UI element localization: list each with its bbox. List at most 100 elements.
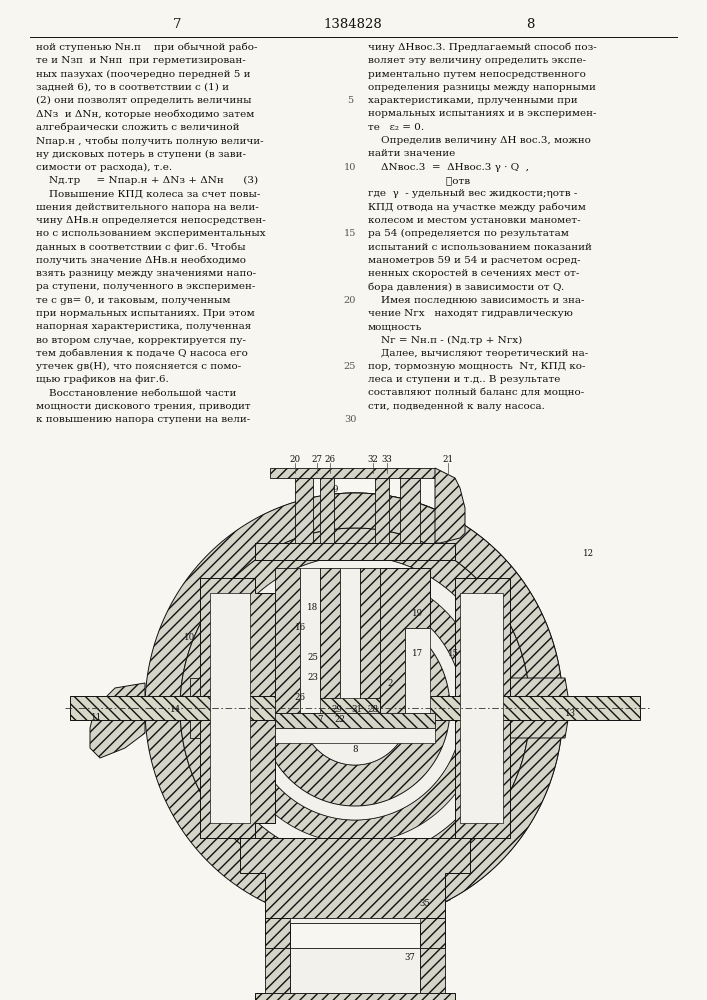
Text: нормальных испытаниях и в эксперимен-: нормальных испытаниях и в эксперимен-	[368, 109, 597, 118]
Text: симости от расхода), т.е.: симости от расхода), т.е.	[36, 163, 172, 172]
Text: 8: 8	[526, 18, 534, 31]
Text: тем добавления к подаче Q насоса его: тем добавления к подаче Q насоса его	[36, 349, 248, 358]
Polygon shape	[261, 493, 563, 923]
Text: составляют полный баланс для мощно-: составляют полный баланс для мощно-	[368, 389, 584, 398]
Text: 9: 9	[332, 486, 338, 494]
Polygon shape	[300, 568, 320, 713]
Polygon shape	[210, 593, 250, 823]
Text: 22: 22	[334, 716, 346, 724]
Text: 10: 10	[185, 634, 196, 643]
Text: 15: 15	[448, 648, 459, 658]
Text: где  γ  - удельный вес жидкости;ηотв -: где γ - удельный вес жидкости;ηотв -	[368, 189, 578, 198]
Text: 10: 10	[344, 163, 356, 172]
Polygon shape	[255, 543, 455, 560]
Polygon shape	[255, 993, 455, 1000]
Text: колесом и местом установки маномет-: колесом и местом установки маномет-	[368, 216, 580, 225]
Text: ну дисковых потерь в ступени (в зави-: ну дисковых потерь в ступени (в зави-	[36, 149, 246, 159]
Polygon shape	[455, 578, 510, 838]
Text: задней 6), то в соответствии с (1) и: задней 6), то в соответствии с (1) и	[36, 83, 229, 92]
Polygon shape	[145, 493, 450, 923]
Text: 18: 18	[308, 603, 319, 612]
Text: Повышение КПД колеса за счет повы-: Повышение КПД колеса за счет повы-	[36, 189, 260, 198]
Text: определения разницы между напорными: определения разницы между напорными	[368, 83, 596, 92]
Polygon shape	[322, 493, 563, 923]
Text: взять разницу между значениями напо-: взять разницу между значениями напо-	[36, 269, 256, 278]
Text: те и Nзп  и Nнп  при герметизирован-: те и Nзп и Nнп при герметизирован-	[36, 56, 246, 65]
Polygon shape	[275, 713, 435, 728]
Polygon shape	[200, 578, 275, 838]
Text: 20: 20	[289, 456, 300, 464]
Text: алгебраически сложить с величиной: алгебраически сложить с величиной	[36, 123, 240, 132]
Text: мощности дискового трения, приводит: мощности дискового трения, приводит	[36, 402, 250, 411]
Polygon shape	[90, 683, 145, 758]
Polygon shape	[420, 948, 445, 993]
Text: 29: 29	[332, 706, 342, 714]
Text: манометров 59 и 54 и расчетом осред-: манометров 59 и 54 и расчетом осред-	[368, 256, 580, 265]
Text: мощность: мощность	[368, 322, 422, 331]
Text: 33: 33	[382, 456, 392, 464]
Text: те   ε₂ = 0.: те ε₂ = 0.	[368, 123, 424, 132]
Text: щью графиков на фиг.6.: щью графиков на фиг.6.	[36, 375, 169, 384]
Polygon shape	[265, 918, 445, 948]
Polygon shape	[182, 530, 528, 886]
Polygon shape	[510, 678, 570, 738]
Text: шения действительного напора на вели-: шения действительного напора на вели-	[36, 203, 259, 212]
Text: во втором случае, корректируется пу-: во втором случае, корректируется пу-	[36, 336, 246, 345]
Text: риментально путем непосредственного: риментально путем непосредственного	[368, 70, 586, 79]
Polygon shape	[320, 568, 340, 698]
Polygon shape	[265, 948, 290, 993]
Bar	[50, 560, 660, 980]
Text: чение Nгх   находят гидравлическую: чение Nгх находят гидравлическую	[368, 309, 573, 318]
Polygon shape	[247, 596, 463, 820]
Text: пор, тормозную мощность  Nт, КПД ко-: пор, тормозную мощность Nт, КПД ко-	[368, 362, 585, 371]
Polygon shape	[360, 568, 380, 698]
Text: Nд.тр     = Nпар.н + ΔNз + ΔNн      (3): Nд.тр = Nпар.н + ΔNз + ΔNн (3)	[36, 176, 258, 185]
Text: 19: 19	[411, 608, 423, 617]
Polygon shape	[380, 568, 430, 718]
Text: леса и ступени и т.д.. В результате: леса и ступени и т.д.. В результате	[368, 375, 561, 384]
Polygon shape	[275, 728, 435, 743]
Text: 37: 37	[404, 954, 416, 962]
Polygon shape	[275, 568, 300, 713]
Text: ной ступенью Nн.п    при обычной рабо-: ной ступенью Nн.п при обычной рабо-	[36, 43, 257, 52]
Text: 26: 26	[325, 456, 336, 464]
Text: 17: 17	[411, 648, 423, 658]
Polygon shape	[405, 628, 430, 718]
Text: ра 54 (определяется по результатам: ра 54 (определяется по результатам	[368, 229, 569, 238]
Text: (2) они позволят определить величины: (2) они позволят определить величины	[36, 96, 252, 105]
Text: ΔNз  и ΔNн, которые необходимо затем: ΔNз и ΔNн, которые необходимо затем	[36, 109, 255, 119]
Polygon shape	[295, 478, 313, 543]
Text: Nпар.н , чтобы получить полную величи-: Nпар.н , чтобы получить полную величи-	[36, 136, 264, 146]
Text: ных пазухах (поочередно передней 5 и: ных пазухах (поочередно передней 5 и	[36, 70, 250, 79]
Polygon shape	[180, 528, 530, 888]
Text: 7: 7	[317, 716, 323, 724]
Text: 14: 14	[170, 706, 180, 714]
Text: Определив величину ΔH вос.3, можно: Определив величину ΔH вос.3, можно	[368, 136, 591, 145]
Polygon shape	[320, 478, 334, 543]
Text: чину ΔHв.н определяется непосредствен-: чину ΔHв.н определяется непосредствен-	[36, 216, 266, 225]
Polygon shape	[240, 838, 470, 918]
Text: 8: 8	[352, 746, 358, 754]
Text: 11: 11	[91, 714, 103, 722]
Text: ра ступени, полученного в эксперимен-: ра ступени, полученного в эксперимен-	[36, 282, 255, 291]
Text: 16: 16	[294, 624, 305, 633]
Text: ΔNвос.3  =  ΔHвос.3 γ · Q  ,: ΔNвос.3 = ΔHвос.3 γ · Q ,	[368, 163, 529, 172]
Text: 21: 21	[443, 456, 454, 464]
Text: те с gв= 0, и таковым, полученным: те с gв= 0, и таковым, полученным	[36, 296, 230, 305]
Text: 20: 20	[344, 296, 356, 305]
Polygon shape	[300, 651, 410, 765]
Text: характеристиками, прлученными при: характеристиками, прлученными при	[368, 96, 578, 105]
Polygon shape	[460, 593, 503, 823]
Polygon shape	[225, 573, 485, 843]
Polygon shape	[270, 468, 435, 478]
Text: данных в соответствии с фиг.6. Чтобы: данных в соответствии с фиг.6. Чтобы	[36, 242, 245, 252]
Text: но с использованием экспериментальных: но с использованием экспериментальных	[36, 229, 266, 238]
Text: Восстановление небольшой части: Восстановление небольшой части	[36, 389, 236, 398]
Text: ненных скоростей в сечениях мест от-: ненных скоростей в сечениях мест от-	[368, 269, 579, 278]
Text: 31: 31	[351, 706, 363, 714]
Text: 2: 2	[387, 678, 393, 688]
Text: найти значение: найти значение	[368, 149, 455, 158]
Text: к повышению напора ступени на вели-: к повышению напора ступени на вели-	[36, 415, 250, 424]
Polygon shape	[435, 468, 465, 543]
Text: бора давления) в зависимости от Q.: бора давления) в зависимости от Q.	[368, 282, 564, 292]
